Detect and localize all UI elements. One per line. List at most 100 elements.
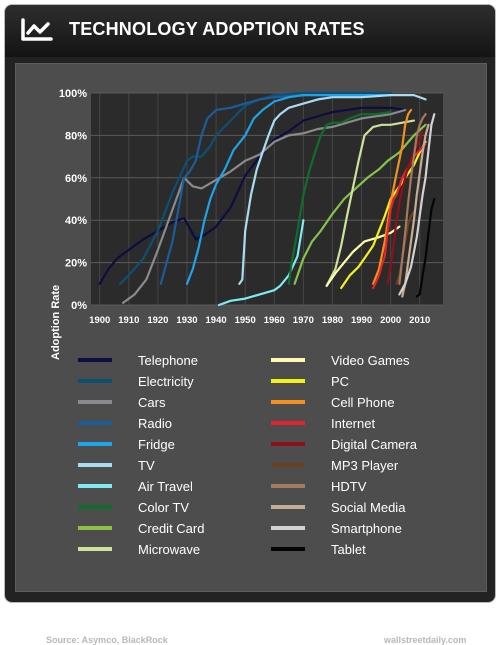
legend-swatch [271,379,305,383]
legend-item-smartphone: Smartphone [271,519,402,537]
legend-swatch [271,484,305,488]
line-chart-logo-icon [21,18,53,41]
series-line-color-tv [287,111,392,285]
legend-item-telephone: Telephone [78,351,198,369]
x-tick-label: 1940 [206,315,227,326]
y-tick-label: 80% [65,130,87,142]
legend-item-electricity: Electricity [78,372,194,390]
legend-label: MP3 Player [331,457,399,473]
legend-swatch [78,358,112,362]
legend-label: PC [331,373,350,389]
y-tick-label: 60% [65,173,87,185]
legend-item-microwave: Microwave [78,540,200,558]
legend-swatch [78,484,112,488]
legend-label: Telephone [138,352,198,368]
y-tick-label: 40% [65,215,87,227]
x-tick-label: 2010 [409,315,430,326]
legend-label: Fridge [138,436,175,452]
x-tick-label: 2000 [380,315,401,326]
legend-item-mp3-player: MP3 Player [271,456,398,474]
legend-item-air-travel: Air Travel [78,477,193,495]
y-tick-label: 0% [71,300,87,312]
legend-swatch [271,421,305,425]
legend-item-cell-phone: Cell Phone [271,393,395,411]
legend-swatch [78,442,112,446]
series-line-tablet [415,197,436,298]
series-line-video-games [325,225,401,287]
legend-item-video-games: Video Games [271,351,410,369]
legend-swatch [271,463,305,467]
legend-label: Tablet [331,541,366,557]
legend-swatch [271,505,305,509]
x-tick-label: 1960 [264,315,285,326]
series-line-smartphone [398,113,436,296]
legend-label: Color TV [138,499,190,515]
legend-swatch [78,547,112,551]
legend-swatch [78,379,112,383]
x-tick-label: 1970 [293,315,314,326]
series-line-microwave [325,119,415,287]
x-tick-label: 1910 [118,315,139,326]
x-tick-label: 1900 [89,315,110,326]
series-line-radio [159,94,334,285]
chart-panel: Adoption Rate 1900 1910 1920 1930 1940 1950 19… [15,63,487,645]
legend-label: TV [138,457,155,473]
page-title: TECHNOLOGY ADOPTION RATES [69,19,365,39]
x-tick-label: 1990 [351,315,372,326]
site-credit: wallstreetdaily.com [384,635,467,645]
legend-label: Social Media [331,499,406,515]
legend-label: Microwave [138,541,201,557]
series-line-telephone [98,106,407,285]
series-line-air-travel [217,219,305,307]
legend-swatch [271,442,305,446]
legend-swatch [78,505,112,509]
legend-swatch [271,526,305,530]
series-line-electricity [119,91,392,285]
y-tick-label: 20% [65,258,87,270]
legend-item-digital-camera: Digital Camera [271,435,417,453]
source-note: Source: Asymco, BlackRock [46,635,168,645]
legend-item-color-tv: Color TV [78,498,189,516]
legend-swatch [271,400,305,404]
legend-label: HDTV [331,478,367,494]
legend-swatch [271,358,305,362]
legend-swatch [78,526,112,530]
legend-swatch [271,547,305,551]
series-line-social-media [401,123,430,298]
legend-label: Credit Card [138,520,205,536]
series-line-hdtv [398,113,427,285]
legend-item-cars: Cars [78,393,165,411]
series-line-fridge [185,94,392,285]
adoption-chart: 1900 1910 1920 1930 1940 1950 1960 1970 1980 1990… [59,88,443,326]
legend-item-credit-card: Credit Card [78,519,204,537]
header-bar: TECHNOLOGY ADOPTION RATES [5,5,495,57]
series-line-tv [238,94,427,285]
legend-item-pc: PC [271,372,349,390]
x-tick-label: 1920 [147,315,168,326]
x-tick-label: 1950 [235,315,256,326]
series-line-cell-phone [372,108,413,285]
legend-item-radio: Radio [78,414,172,432]
legend-item-social-media: Social Media [271,498,405,516]
x-tick-label: 1930 [176,315,197,326]
y-tick-label: 100% [59,88,87,100]
legend-label: Electricity [138,373,194,389]
legend-swatch [78,463,112,467]
x-tick-label: 1980 [322,315,343,326]
legend-item-hdtv: HDTV [271,477,366,495]
legend-item-tablet: Tablet [271,540,366,558]
legend-item-internet: Internet [271,414,375,432]
legend-item-tv: TV [78,456,155,474]
legend-label: Cars [138,394,166,410]
legend-label: Air Travel [138,478,193,494]
infographic-frame: TECHNOLOGY ADOPTION RATES Adoption Rate … [4,4,496,645]
series-line-credit-card [293,123,427,285]
legend-label: Digital Camera [331,436,417,452]
legend-label: Radio [138,415,172,431]
legend-label: Video Games [331,352,410,368]
legend-item-fridge: Fridge [78,435,175,453]
legend-label: Internet [331,415,376,431]
legend-swatch [78,421,112,425]
legend-label: Smartphone [331,520,402,536]
legend-swatch [78,400,112,404]
